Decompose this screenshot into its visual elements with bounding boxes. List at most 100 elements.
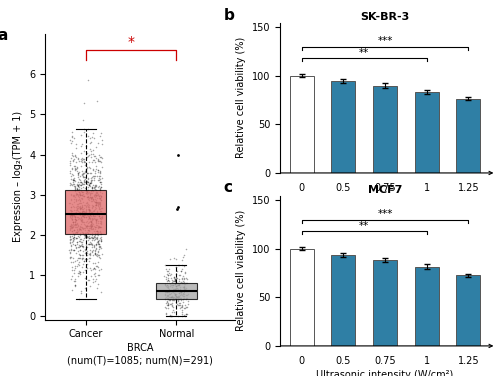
Point <box>92 155 100 161</box>
Point <box>91 232 99 238</box>
Point <box>80 178 88 184</box>
Point <box>161 288 169 294</box>
Point <box>178 307 186 313</box>
Point <box>178 280 186 287</box>
Point <box>67 209 75 215</box>
Point <box>174 282 182 288</box>
Point <box>74 248 82 254</box>
Point <box>87 196 95 202</box>
Point <box>178 280 186 286</box>
Point <box>76 200 84 206</box>
Point <box>94 241 102 247</box>
Point <box>90 273 98 279</box>
Point <box>80 258 88 264</box>
Point <box>74 201 82 207</box>
Point <box>90 208 98 214</box>
Point <box>66 214 74 220</box>
Point <box>172 281 179 287</box>
Point <box>96 154 104 160</box>
Point <box>83 200 91 206</box>
Point <box>72 191 80 197</box>
Point <box>84 193 92 199</box>
Point <box>178 309 186 315</box>
Point <box>74 170 82 176</box>
Point <box>78 192 86 198</box>
Point <box>68 212 76 218</box>
Point <box>77 290 85 296</box>
Point <box>78 189 86 195</box>
Point <box>76 223 84 229</box>
Point <box>82 187 90 193</box>
Point <box>76 251 84 257</box>
Point <box>75 225 83 231</box>
Point <box>70 284 78 290</box>
Point <box>94 203 102 209</box>
Point <box>80 208 88 214</box>
Point <box>96 179 104 185</box>
Point <box>92 243 100 249</box>
Point <box>172 285 180 291</box>
Point <box>69 241 77 247</box>
Point <box>182 280 190 286</box>
Point <box>81 267 89 273</box>
Point <box>181 281 189 287</box>
Point <box>69 219 77 225</box>
Point <box>171 292 179 298</box>
Point <box>72 226 80 232</box>
Point <box>84 277 92 283</box>
Point <box>172 285 180 291</box>
Point <box>96 203 104 209</box>
Point <box>178 302 186 308</box>
Point <box>82 168 90 174</box>
Point <box>169 294 177 300</box>
Point <box>82 191 90 197</box>
Point <box>74 268 82 274</box>
Point <box>70 227 78 233</box>
Point <box>86 146 94 152</box>
Point <box>84 277 92 283</box>
Point <box>92 202 100 208</box>
Point <box>96 206 104 212</box>
Point <box>73 191 81 197</box>
Point <box>98 194 106 200</box>
Point <box>70 222 78 228</box>
Point <box>82 179 90 185</box>
Point <box>77 218 85 224</box>
Point <box>84 200 92 206</box>
Point <box>76 177 84 183</box>
Point <box>164 272 172 278</box>
Point <box>76 288 84 294</box>
Point <box>176 294 184 300</box>
Point <box>170 286 177 292</box>
Point <box>67 225 75 231</box>
Point <box>77 236 85 242</box>
Point <box>78 195 86 201</box>
Point <box>82 177 90 183</box>
Point <box>97 220 105 226</box>
Point <box>172 299 180 305</box>
PathPatch shape <box>156 283 196 299</box>
Point <box>86 170 94 176</box>
Point <box>88 244 96 250</box>
Point <box>70 212 78 218</box>
Point <box>94 140 102 146</box>
Point <box>176 291 184 297</box>
Point <box>72 244 80 250</box>
Point <box>97 236 105 242</box>
Point <box>86 152 94 158</box>
Text: ***: *** <box>378 36 392 46</box>
Point <box>168 294 175 300</box>
Point <box>80 269 88 275</box>
Point <box>89 265 97 271</box>
Point <box>94 192 102 198</box>
Point <box>84 206 92 212</box>
Point <box>166 290 174 296</box>
Point <box>92 200 100 206</box>
Point <box>73 168 81 174</box>
Point <box>84 189 92 195</box>
Point <box>177 297 185 303</box>
Point <box>92 222 100 228</box>
Point <box>84 170 92 176</box>
Point <box>70 211 78 217</box>
Point <box>166 291 173 297</box>
